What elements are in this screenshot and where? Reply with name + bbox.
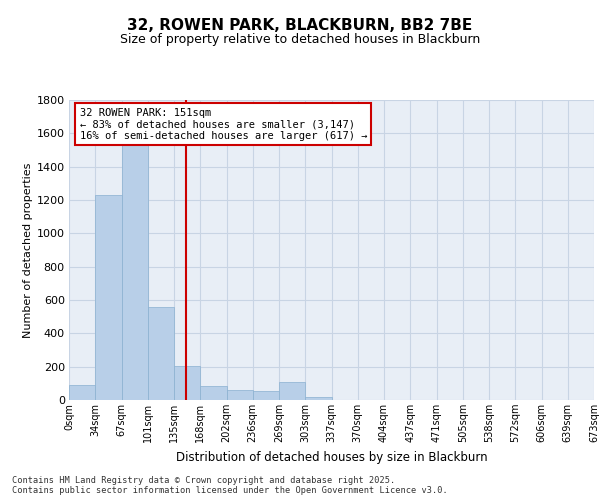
Bar [253,391,279,400]
Bar [227,390,253,400]
Bar [95,195,121,400]
Text: 32 ROWEN PARK: 151sqm
← 83% of detached houses are smaller (3,147)
16% of semi-d: 32 ROWEN PARK: 151sqm ← 83% of detached … [79,108,367,140]
Bar [148,306,174,400]
Text: Size of property relative to detached houses in Blackburn: Size of property relative to detached ho… [120,32,480,46]
X-axis label: Distribution of detached houses by size in Blackburn: Distribution of detached houses by size … [176,450,487,464]
Bar [174,366,200,400]
Bar [305,396,331,400]
Bar [279,382,305,400]
Bar [200,386,227,400]
Bar [69,385,95,400]
Text: 32, ROWEN PARK, BLACKBURN, BB2 7BE: 32, ROWEN PARK, BLACKBURN, BB2 7BE [127,18,473,32]
Text: Contains HM Land Registry data © Crown copyright and database right 2025.
Contai: Contains HM Land Registry data © Crown c… [12,476,448,495]
Bar [121,126,148,400]
Y-axis label: Number of detached properties: Number of detached properties [23,162,32,338]
